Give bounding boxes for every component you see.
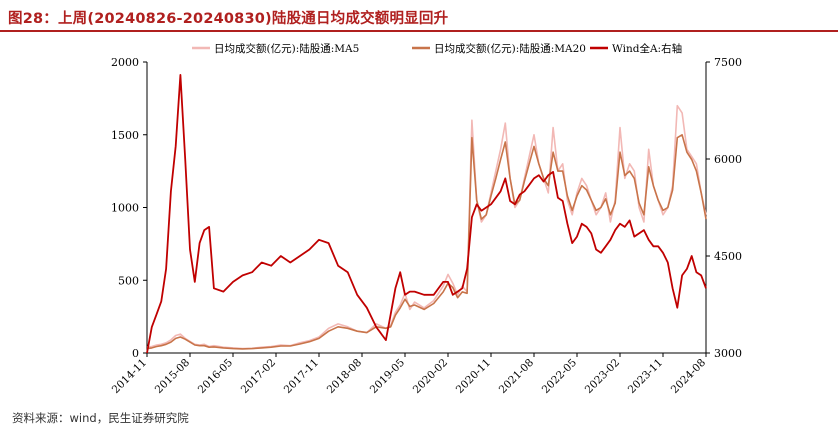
x-tick-label: 2015-08 — [153, 357, 192, 396]
x-tick-label: 2023-11 — [626, 357, 665, 396]
series-line-1 — [146, 104, 707, 350]
y-left-tick-label: 2000 — [111, 56, 139, 69]
legend-label-3: Wind全A:右轴 — [612, 42, 682, 55]
y-left-tick-label: 0 — [132, 347, 139, 360]
y-right-tick-label: 7500 — [714, 56, 742, 69]
y-left-tick-label: 1500 — [111, 129, 139, 142]
x-tick-label: 2021-08 — [497, 357, 536, 396]
legend-label-1: 日均成交额(亿元):陆股通:MA5 — [214, 42, 359, 55]
series-lines — [146, 74, 707, 354]
y-left-tick-label: 1000 — [111, 202, 139, 215]
source-note: 资料来源：wind，民生证券研究院 — [12, 411, 189, 425]
y-right-tick-label: 3000 — [714, 347, 742, 360]
title-rule — [0, 30, 838, 32]
x-tick-label: 2016-05 — [196, 357, 235, 396]
x-tick-label: 2018-08 — [325, 357, 364, 396]
x-tick-label: 2023-02 — [583, 357, 622, 396]
x-tick-label: 2022-05 — [540, 357, 579, 396]
chart-title: 图28：上周(20240826-20240830)陆股通日均成交额明显回升 — [8, 11, 449, 27]
x-tick-label: 2017-11 — [282, 357, 321, 396]
x-tick-label: 2017-02 — [239, 357, 278, 396]
series-line-3 — [146, 74, 707, 354]
x-tick-label: 2020-02 — [411, 357, 450, 396]
y-right-tick-label: 4500 — [714, 250, 742, 263]
legend-label-2: 日均成交额(亿元):陆股通:MA20 — [434, 42, 586, 55]
series-line-2 — [146, 134, 707, 350]
x-tick-label: 2014-11 — [110, 357, 149, 396]
x-tick-label: 2024-08 — [669, 357, 708, 396]
x-tick-label: 2020-11 — [454, 357, 493, 396]
y-left-tick-label: 500 — [118, 274, 139, 287]
legend: 日均成交额(亿元):陆股通:MA5 日均成交额(亿元):陆股通:MA20 Wind全… — [192, 42, 682, 55]
x-tick-label: 2019-05 — [368, 357, 407, 396]
y-right-tick-label: 6000 — [714, 153, 742, 166]
